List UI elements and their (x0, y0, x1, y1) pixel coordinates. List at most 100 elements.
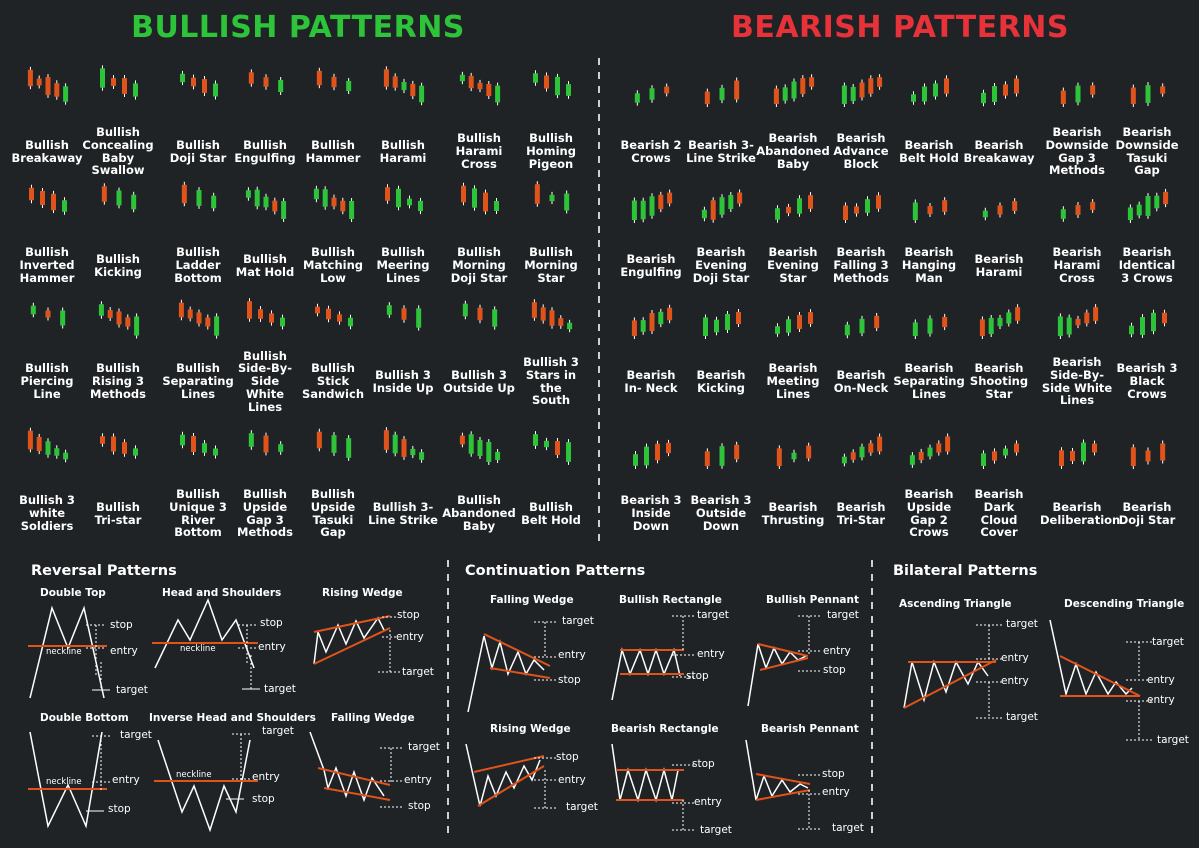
candlestick-icon (701, 189, 743, 223)
bearish-pattern-18: Bearish Kicking (684, 296, 758, 394)
bullish-pattern-15: Bullish Morning Doji Star (442, 180, 516, 285)
pattern-label-line: Harami (975, 264, 1023, 279)
pattern-label-line: Mat Hold (235, 264, 295, 279)
pattern-label-line: Hammer (305, 150, 361, 165)
bearish-candle (942, 200, 948, 212)
pattern-label-line: Side-By- (1049, 367, 1105, 382)
pattern-label: Bullish Hammer (296, 137, 370, 165)
pattern-label-line: Bullish (311, 137, 355, 152)
bullish-candle (196, 190, 202, 206)
pattern-label-line: Bearish (1052, 245, 1102, 260)
bullish-candle (859, 446, 865, 458)
falling-wedge-reversal-stop: stop (408, 800, 431, 812)
bullish-candle (841, 456, 847, 464)
bearish-candle (191, 436, 196, 452)
candlestick-icon (911, 75, 949, 105)
bearish-candle (316, 70, 322, 86)
bearish-pattern-19: Bearish Meeting Lines (756, 296, 830, 401)
bullish-candle (116, 190, 122, 206)
bearish-candle (544, 75, 549, 89)
candlestick-icon (181, 181, 217, 212)
pattern-label-line: Meeting (766, 374, 820, 389)
bullish-candle (98, 304, 104, 316)
bullish-pennant-target: target (827, 609, 859, 621)
bearish-pattern-23: Bearish Side-By- Side White Lines (1040, 296, 1114, 407)
ascending-triangle-target-2: target (1006, 711, 1038, 723)
candlestick-icon (248, 69, 284, 96)
inverse-hs-target: target (262, 725, 294, 737)
pattern-label-line: Bullish (96, 499, 140, 514)
candlestick-icon (1127, 188, 1169, 223)
pattern-label-line: Abandoned (442, 506, 516, 521)
pattern-label-line: Methods (833, 270, 889, 285)
pattern-label-line: Hammer (19, 270, 75, 285)
pattern-label-line: Lines (247, 399, 283, 414)
pattern-label: Bullish Engulfing (228, 138, 302, 165)
bearish-candle (468, 75, 474, 89)
bearish-candle (125, 317, 131, 327)
pattern-label-line: Stars in (525, 367, 577, 382)
candlestick-icon (533, 70, 571, 99)
bullish-candle (927, 318, 933, 334)
bullish-candle (912, 322, 918, 336)
bearish-candle (658, 194, 664, 210)
bearish-pattern-31: Bearish Deliberation (1040, 426, 1120, 526)
pattern-label-line: Lines (1059, 393, 1095, 408)
candlestick-icon (248, 430, 284, 456)
pattern-label: Bearish 3 Outside Down (684, 494, 758, 532)
bullish-candle (567, 322, 573, 330)
pattern-label-line: Block (843, 156, 879, 171)
bullish-pattern-3: Bullish Doji Star (161, 64, 235, 164)
pattern-label: Bearish Advance Block (824, 132, 898, 170)
candlestick-icon (383, 427, 425, 463)
bullish-candle (180, 434, 185, 446)
bearish-rectangle-diagram (611, 743, 694, 831)
pattern-label-line: Bullish (176, 137, 220, 152)
candlestick-icon (178, 299, 220, 339)
bullish-candle (45, 441, 51, 455)
bearish-candle (1162, 312, 1167, 324)
bearish-candle (27, 69, 33, 87)
pattern-label-line: Bullish (311, 361, 355, 376)
bullish-candle (1129, 325, 1134, 335)
bullish-rectangle-target: target (697, 609, 729, 621)
pattern-label-line: Side-By- (237, 361, 293, 376)
pattern-label: Bullish Stick Sandwich (296, 362, 370, 400)
pattern-label-line: Bearish 2 (620, 137, 682, 152)
bullish-candle (245, 190, 251, 198)
bullish-pattern-9: Bullish Inverted Hammer (10, 180, 84, 285)
bearish-pattern-29: Bearish Upside Gap 2 Crows (892, 426, 966, 539)
bearish-candle (45, 310, 51, 318)
bullish-candle (348, 317, 353, 327)
bearish-candle (797, 314, 802, 330)
falling-wedge-continuation-entry: entry (558, 649, 586, 661)
bullish-candle (1127, 207, 1133, 220)
bearish-pattern-5: Bearish Belt Hold (892, 64, 966, 164)
bullish-candle (658, 311, 664, 325)
pattern-label-line: Bearish (1122, 245, 1172, 260)
pattern-label: Bullish Meering Lines (366, 246, 440, 284)
pattern-label: Bullish Matching Low (296, 246, 370, 284)
pattern-label-line: Tasuki (312, 512, 354, 527)
pattern-label-line: Harami (455, 144, 503, 159)
pattern-label-line: Gap 2 (910, 512, 948, 527)
bullish-pattern-25: Bullish 3 white Soldiers (10, 426, 84, 533)
bearish-candle (1075, 205, 1081, 215)
bullish-candle (566, 442, 571, 462)
bearish-candle (29, 187, 34, 201)
bearish-candle (1084, 312, 1090, 324)
pattern-label: Bearish Harami (962, 252, 1036, 279)
candlestick-icon (775, 309, 813, 337)
candlestick-icon (29, 184, 67, 215)
bearish-candle (1012, 201, 1018, 211)
pattern-label-line: White (245, 386, 285, 401)
pattern-label-line: Upside (906, 499, 952, 514)
pattern-label: Bearish Separating Lines (892, 362, 966, 400)
bullish-pattern-2: Bullish Concealing Baby Swallow (81, 64, 155, 177)
bearish-candle (331, 76, 337, 88)
continuation-section-title: Continuation Patterns (465, 563, 646, 579)
bullish-candle (477, 440, 483, 456)
pattern-label-line: Bearish 3- (688, 137, 754, 152)
bearish-candle (392, 76, 398, 88)
